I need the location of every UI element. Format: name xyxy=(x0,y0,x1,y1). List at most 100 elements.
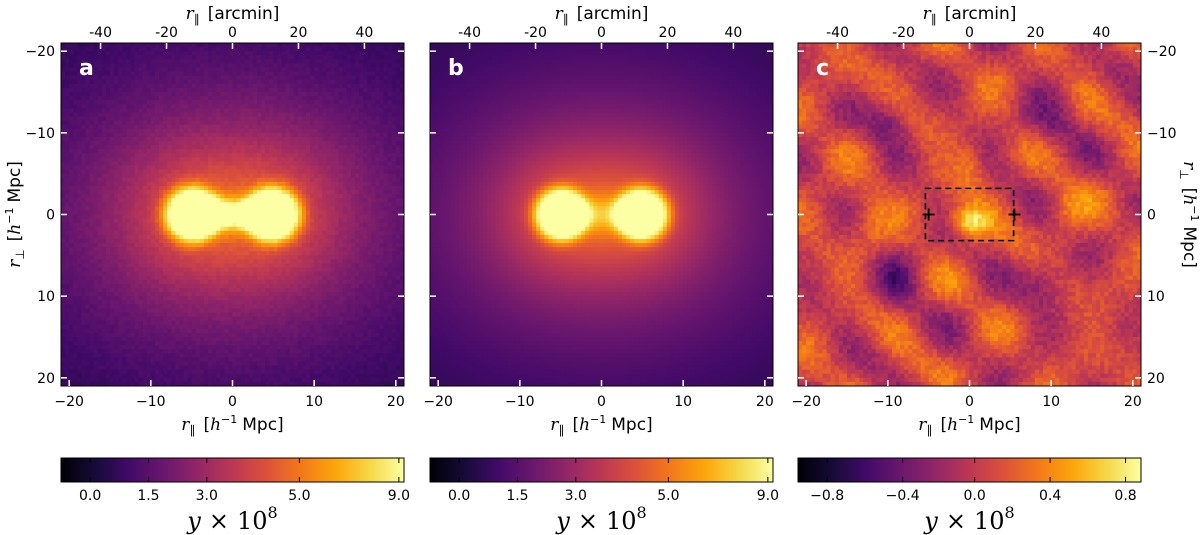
heatmap-cell xyxy=(314,124,319,130)
heatmap-cell xyxy=(383,206,389,212)
heatmap-cell xyxy=(65,128,70,134)
heatmap-cell xyxy=(105,153,111,158)
heatmap-cell xyxy=(93,104,99,109)
heatmap-cell xyxy=(199,247,205,252)
heatmap-cell xyxy=(195,120,201,126)
heatmap-cell xyxy=(89,104,95,109)
heatmap-cell xyxy=(199,234,205,240)
heatmap-cell xyxy=(118,136,123,142)
heatmap-cell xyxy=(375,149,381,154)
heatmap-cell xyxy=(359,141,364,146)
heatmap-cell xyxy=(301,226,307,232)
heatmap-cell xyxy=(301,67,307,73)
heatmap-cell xyxy=(399,108,404,114)
heatmap-cell xyxy=(371,136,377,142)
heatmap-cell xyxy=(126,194,132,199)
heatmap-cell xyxy=(334,198,340,203)
heatmap-cell xyxy=(220,141,225,146)
heatmap-cell xyxy=(101,75,107,81)
heatmap-cell xyxy=(175,185,181,191)
heatmap-cell xyxy=(199,67,205,73)
heatmap-cell xyxy=(289,43,295,48)
heatmap-cell xyxy=(195,149,201,154)
heatmap-cell xyxy=(236,63,242,69)
heatmap-cell xyxy=(379,181,385,187)
heatmap-cell xyxy=(150,157,156,163)
heatmap-cell xyxy=(289,251,295,256)
heatmap-cell xyxy=(167,128,172,134)
heatmap-cell xyxy=(367,222,372,228)
heatmap-cell xyxy=(118,279,123,285)
heatmap-cell xyxy=(289,194,295,199)
heatmap-cell xyxy=(363,275,368,281)
heatmap-cell xyxy=(248,194,254,199)
heatmap-cell xyxy=(146,190,152,195)
heatmap-cell xyxy=(154,96,160,101)
heatmap-cell xyxy=(142,222,148,228)
heatmap-cell xyxy=(187,161,193,167)
heatmap-cell xyxy=(212,210,217,216)
heatmap-cell xyxy=(285,136,291,142)
heatmap-cell xyxy=(110,247,115,252)
heatmap-cell xyxy=(138,83,144,89)
heatmap-cell xyxy=(195,47,201,52)
heatmap-cell xyxy=(314,47,319,52)
heatmap-cell xyxy=(199,149,205,154)
heatmap-cell xyxy=(310,173,315,179)
heatmap-cell xyxy=(387,153,393,158)
heatmap-cell xyxy=(77,149,83,154)
heatmap-cell xyxy=(293,271,299,277)
heatmap-cell xyxy=(199,71,205,77)
heatmap-cell xyxy=(171,141,176,146)
heatmap-cell xyxy=(248,181,254,187)
heatmap-cell xyxy=(81,222,87,228)
heatmap-cell xyxy=(367,214,372,220)
heatmap-cell xyxy=(163,145,168,150)
heatmap-cell xyxy=(146,218,152,224)
heatmap-cell xyxy=(289,124,295,130)
heatmap-cell xyxy=(146,145,152,150)
heatmap-cell xyxy=(391,230,397,236)
heatmap-cell xyxy=(326,194,332,199)
heatmap-cell xyxy=(350,214,356,220)
heatmap-cell xyxy=(265,165,270,171)
heatmap-cell xyxy=(363,128,368,134)
heatmap-cell xyxy=(163,234,168,240)
heatmap-cell xyxy=(293,177,299,183)
heatmap-cell xyxy=(208,96,213,101)
heatmap-cell xyxy=(195,87,201,93)
heatmap-cell xyxy=(289,263,295,269)
heatmap-cell xyxy=(297,157,303,163)
heatmap-cell xyxy=(118,251,123,256)
heatmap-cell xyxy=(187,247,193,252)
heatmap-cell xyxy=(163,165,168,171)
heatmap-cell xyxy=(61,255,66,261)
heatmap-cell xyxy=(252,108,258,114)
heatmap-cell xyxy=(89,136,95,142)
heatmap-cell xyxy=(399,149,404,154)
heatmap-cell xyxy=(208,100,213,105)
heatmap-cell xyxy=(261,51,266,56)
heatmap-cell xyxy=(146,271,152,277)
heatmap-cell xyxy=(301,116,307,122)
heatmap-cell xyxy=(379,173,385,179)
heatmap-cell xyxy=(187,153,193,158)
heatmap-cell xyxy=(248,190,254,195)
heatmap-cell xyxy=(224,218,230,224)
heatmap-cell xyxy=(159,83,164,89)
heatmap-cell xyxy=(342,132,348,138)
heatmap-cell xyxy=(93,222,99,228)
heatmap-cell xyxy=(122,190,127,195)
heatmap-cell xyxy=(118,108,123,114)
heatmap-cell xyxy=(159,75,164,81)
heatmap-cell xyxy=(179,169,185,175)
heatmap-cell xyxy=(293,59,299,65)
heatmap-cell xyxy=(118,194,123,199)
heatmap-cell xyxy=(69,234,74,240)
heatmap-cell xyxy=(359,251,364,256)
heatmap-cell xyxy=(338,75,344,81)
heatmap-cell xyxy=(183,161,189,167)
heatmap-cell xyxy=(105,210,111,216)
heatmap-cell xyxy=(167,279,172,285)
heatmap-cell xyxy=(346,67,352,73)
